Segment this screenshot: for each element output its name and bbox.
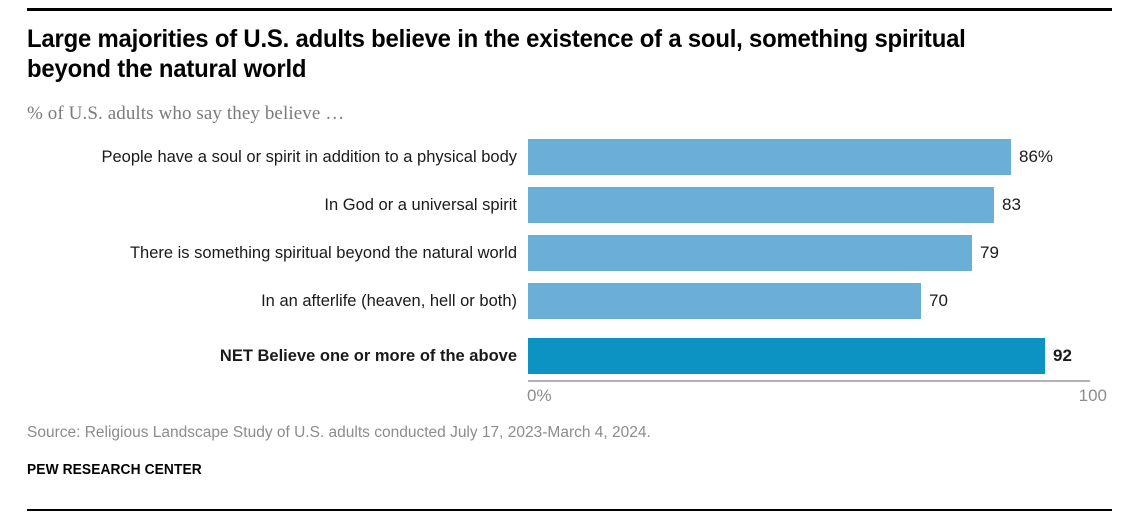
bar-value-label: 92 [1053, 346, 1072, 365]
bar-category-label: People have a soul or spirit in addition… [101, 148, 517, 166]
chart-title: Large majorities of U.S. adults believe … [27, 25, 966, 83]
bar-value-label: 83 [1002, 195, 1021, 214]
bar-category-label: NET Believe one or more of the above [219, 347, 517, 365]
bar-row: In God or a universal spirit 83 [0, 187, 1140, 223]
bar-value-label: 79 [980, 243, 999, 262]
bar-row: NET Believe one or more of the above 92 [0, 338, 1140, 374]
bar-row: There is something spiritual beyond the … [0, 235, 1140, 271]
bottom-divider-rule [27, 509, 1112, 511]
bar-category-label: In an afterlife (heaven, hell or both) [261, 292, 517, 310]
bar-category-label: There is something spiritual beyond the … [129, 244, 517, 262]
bar-category-label: In God or a universal spirit [324, 196, 517, 214]
top-divider-rule [27, 8, 1112, 11]
bar-row: People have a soul or spirit in addition… [0, 139, 1140, 175]
x-axis-tick-100: 100 [1078, 386, 1107, 405]
bar-value-label: 70 [929, 291, 948, 310]
source-note: Source: Religious Landscape Study of U.S… [27, 424, 651, 441]
chart-subtitle: % of U.S. adults who say they believe … [27, 103, 345, 124]
bar [528, 283, 921, 319]
bar [528, 187, 994, 223]
bar [528, 139, 1011, 175]
x-axis-line [528, 380, 1090, 382]
bar-net [528, 338, 1045, 374]
bar-row: In an afterlife (heaven, hell or both) 70 [0, 283, 1140, 319]
bar [528, 235, 972, 271]
x-axis-tick-0: 0% [527, 386, 552, 405]
bar-value-label: 86% [1019, 147, 1054, 166]
pew-research-center-brand: PEW RESEARCH CENTER [27, 462, 202, 478]
